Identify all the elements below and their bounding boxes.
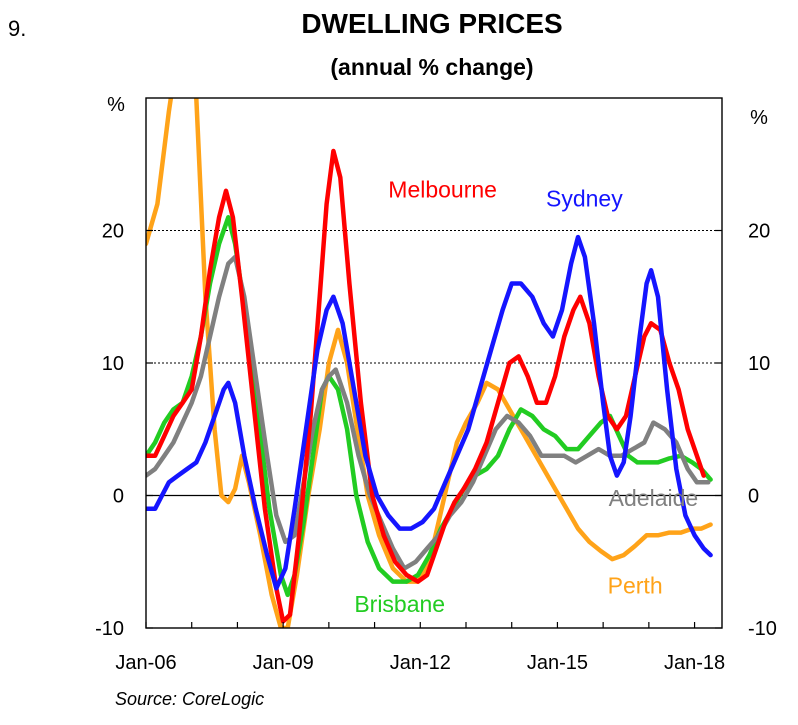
- chart-subtitle: (annual % change): [330, 54, 533, 80]
- series-line-brisbane: [146, 215, 713, 598]
- label-brisbane: Brisbane: [354, 591, 445, 617]
- figure-number: 9.: [8, 16, 26, 41]
- chart-title: DWELLING PRICES: [301, 8, 562, 39]
- tick-labels: -10 -10 0 0 10 10 20 20 Jan-06 Jan-09 Jan-12 Jan-15…: [95, 221, 777, 675]
- y-tick-label-right: 0: [748, 486, 759, 508]
- axis-ticks: [145, 229, 722, 629]
- source-note: Source: CoreLogic: [115, 689, 264, 709]
- y-tick-label-left: 10: [102, 353, 124, 375]
- series-line-sydney: [146, 234, 713, 591]
- y-axis-unit-left: %: [107, 94, 125, 116]
- series-annotations: Melbourne Sydney Adelaide Perth Brisbane: [354, 176, 698, 617]
- label-melbourne: Melbourne: [388, 176, 497, 202]
- x-tick-label: Jan-15: [527, 652, 588, 674]
- y-tick-label-right: -10: [748, 618, 777, 640]
- y-tick-label-left: -10: [95, 618, 124, 640]
- series-line-adelaide: [146, 254, 711, 571]
- x-tick-label: Jan-09: [253, 652, 314, 674]
- x-tick-label: Jan-18: [664, 652, 725, 674]
- series-line-melbourne: [146, 148, 706, 624]
- y-tick-label-left: 20: [102, 221, 124, 243]
- y-tick-label-right: 20: [748, 221, 770, 243]
- y-tick-label-left: 0: [113, 486, 124, 508]
- series-line-perth: [146, 98, 713, 628]
- label-perth: Perth: [608, 573, 663, 599]
- label-adelaide: Adelaide: [609, 485, 699, 511]
- label-sydney: Sydney: [546, 186, 623, 212]
- series-lines: [146, 98, 713, 628]
- y-axis-unit-right: %: [750, 107, 768, 129]
- y-tick-label-right: 10: [748, 353, 770, 375]
- gridlines: [146, 230, 722, 497]
- x-tick-label: Jan-06: [115, 652, 176, 674]
- x-tick-label: Jan-12: [390, 652, 451, 674]
